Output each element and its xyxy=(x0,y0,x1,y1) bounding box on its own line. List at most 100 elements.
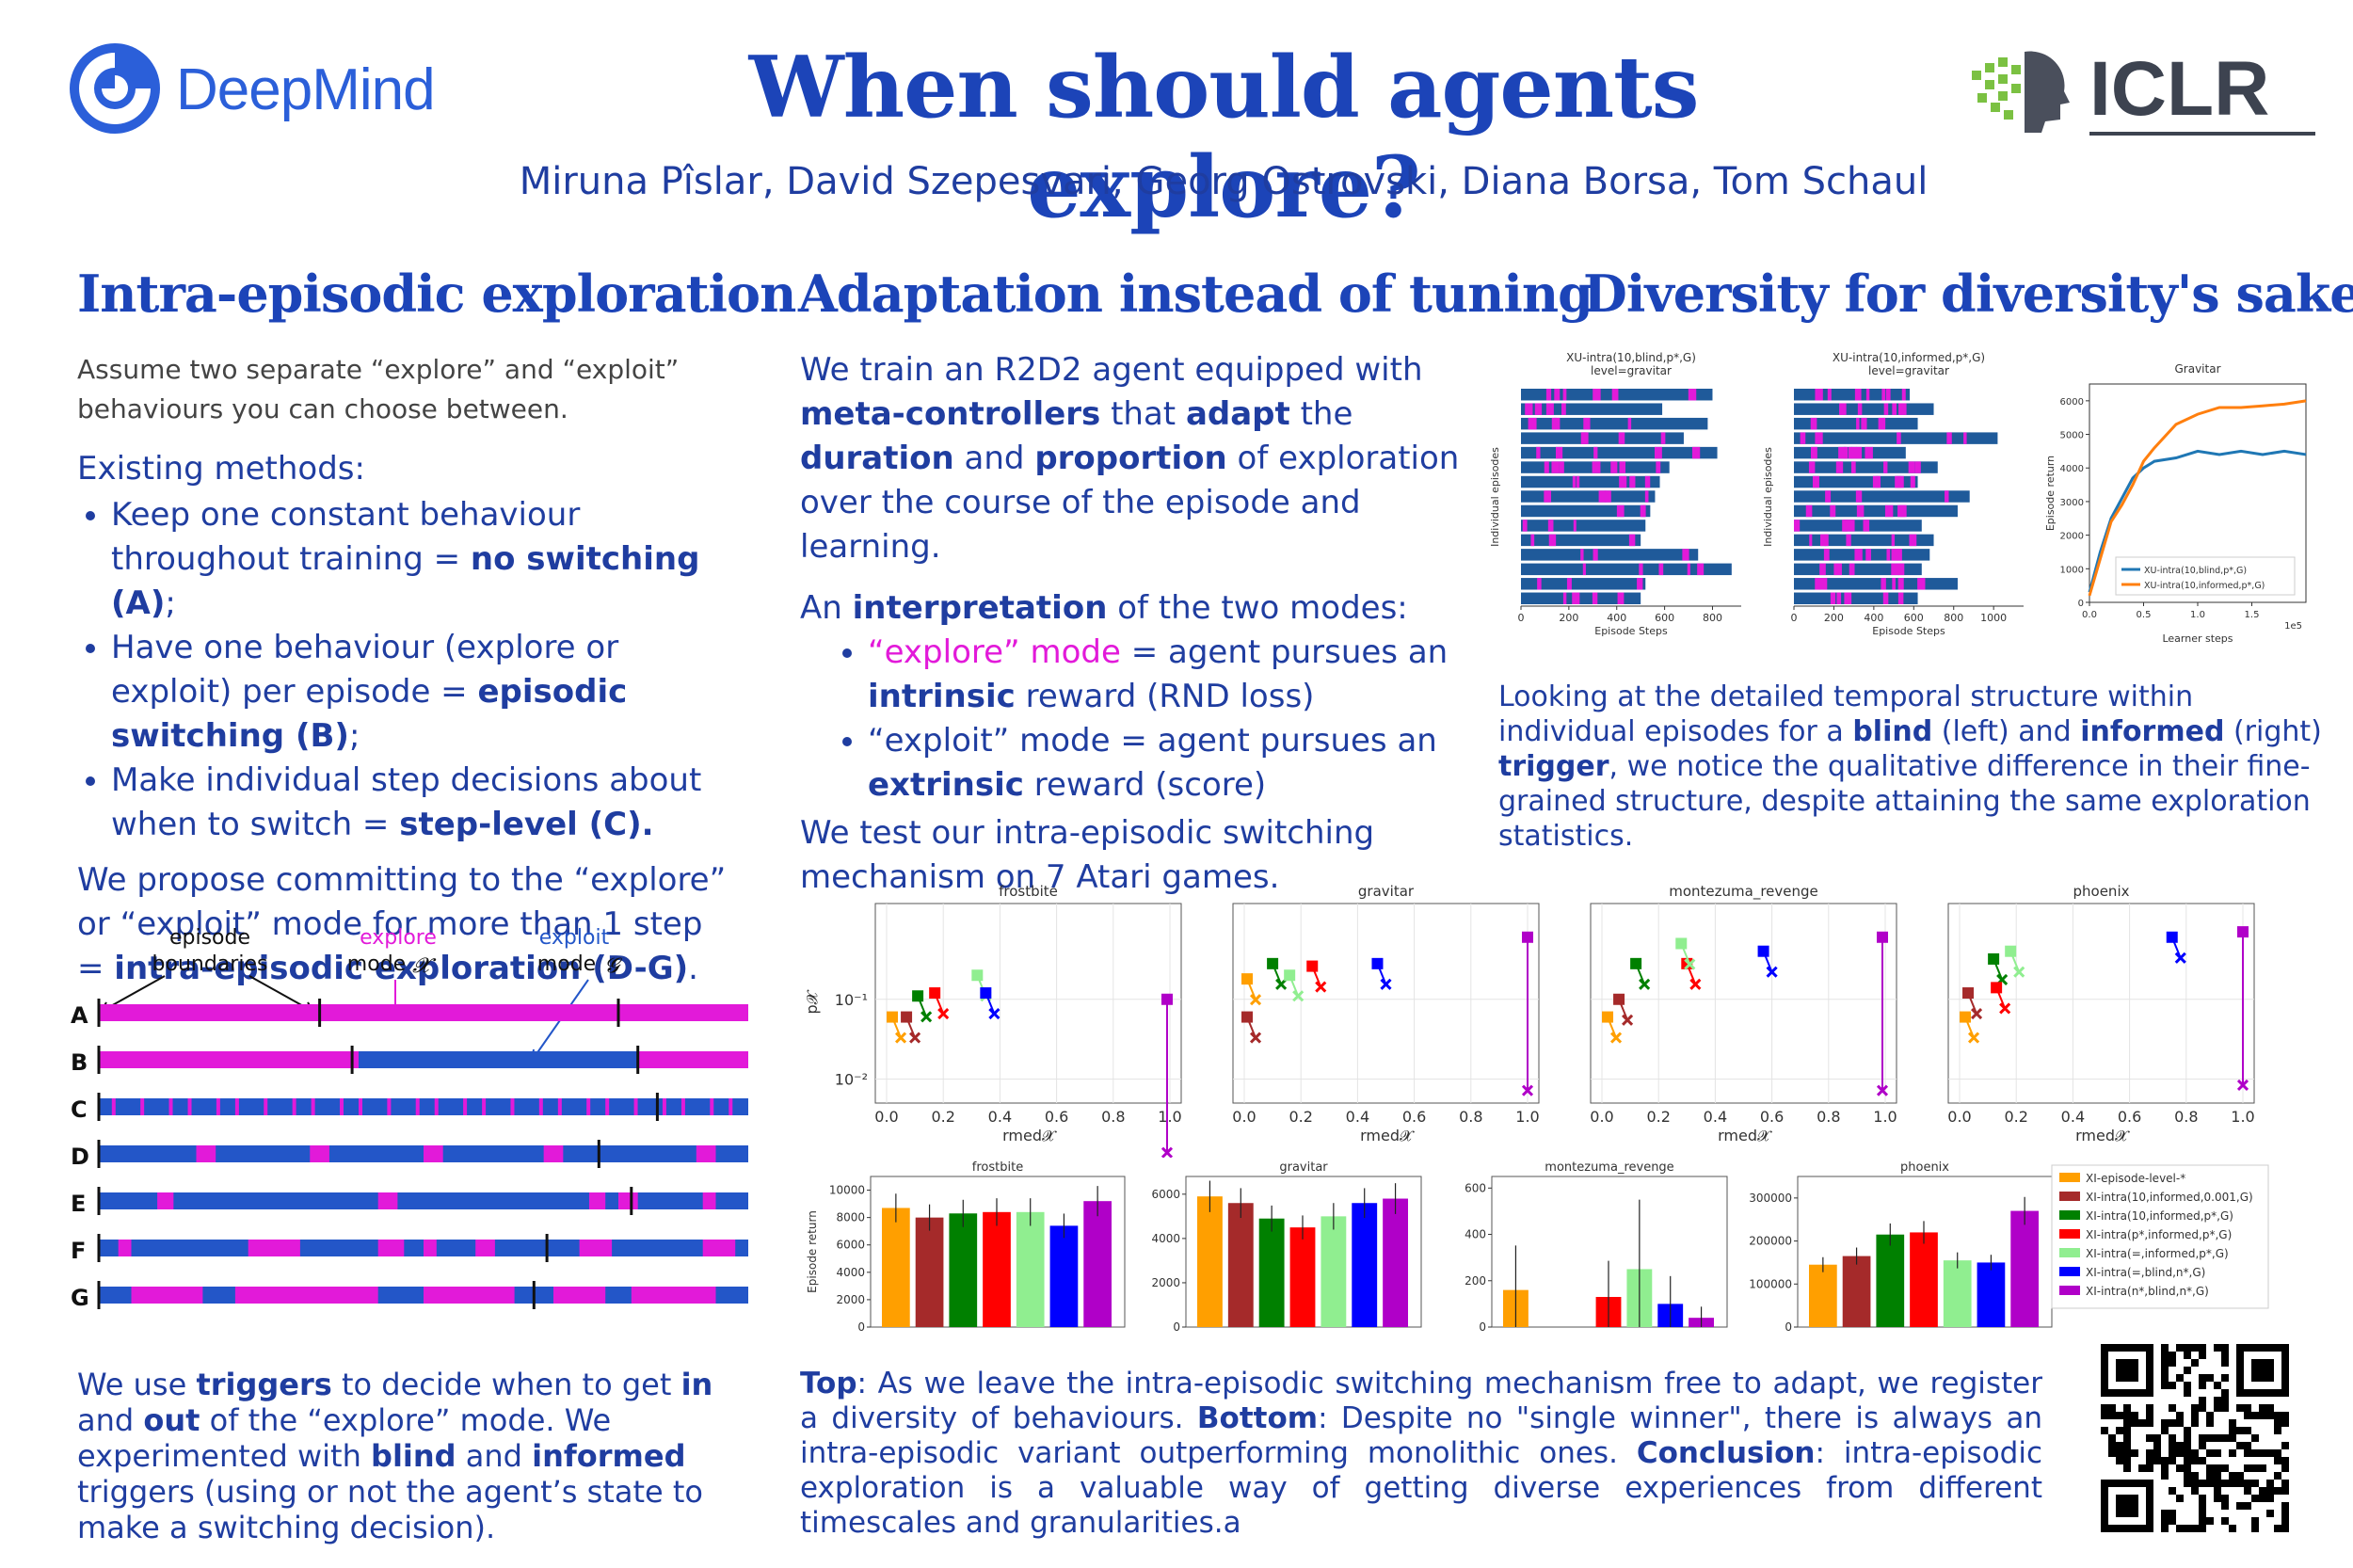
explore-segment xyxy=(633,1098,638,1115)
episode-row xyxy=(1794,563,1922,576)
explore-segment xyxy=(482,1098,487,1115)
interpretation-paragraph: An interpretation of the two modes: xyxy=(800,589,1408,627)
qr-module xyxy=(2184,1344,2191,1352)
explore-step xyxy=(1855,490,1863,503)
explore-segment xyxy=(579,1240,613,1256)
qr-module xyxy=(2281,1480,2289,1487)
qr-module xyxy=(2123,1412,2131,1419)
right-paragraph: Looking at the detailed temporal structu… xyxy=(1498,680,2322,853)
qr-module xyxy=(2146,1404,2153,1412)
qr-module xyxy=(2176,1495,2184,1502)
explore-segment xyxy=(475,1240,495,1256)
row-label: B xyxy=(71,1049,88,1076)
bar xyxy=(2010,1210,2039,1327)
explore-step xyxy=(1592,461,1601,473)
y-tick-label: 10⁻² xyxy=(835,1071,868,1089)
explore-step xyxy=(1872,475,1880,488)
cross-marker xyxy=(1967,1032,1980,1044)
qr-module xyxy=(2259,1449,2266,1457)
x-scale-label: 1e5 xyxy=(2284,621,2302,632)
qr-module xyxy=(2146,1457,2153,1464)
x-tick-label: 600 xyxy=(1904,612,1924,624)
qr-module xyxy=(2266,1510,2274,1517)
y-tick-label: 6000 xyxy=(836,1239,865,1252)
diagram-label-mode-g: mode xyxy=(537,952,596,976)
cross-marker xyxy=(1684,958,1696,970)
explore-step xyxy=(1861,417,1867,430)
y-tick-label: 1000 xyxy=(2060,565,2084,575)
panel-title: montezuma_revenge xyxy=(1545,1160,1673,1175)
cross-marker xyxy=(1999,1002,2011,1015)
y-axis-label: Individual episodes xyxy=(1489,447,1501,547)
qr-module xyxy=(2138,1464,2146,1472)
square-marker xyxy=(2005,945,2017,957)
explore-segment xyxy=(605,1098,610,1115)
qr-module xyxy=(2108,1412,2116,1419)
explore-segment xyxy=(111,1098,116,1115)
qr-module xyxy=(2116,1427,2123,1434)
y-tick-label: 4000 xyxy=(836,1266,865,1279)
explore-step xyxy=(1810,446,1817,459)
explore-step xyxy=(1580,432,1589,444)
explore-step xyxy=(1825,490,1832,503)
y-tick-label: 0 xyxy=(1479,1320,1486,1334)
qr-module xyxy=(2274,1472,2281,1480)
qr-module xyxy=(2176,1442,2184,1449)
qr-module xyxy=(2281,1510,2289,1517)
qr-module xyxy=(2123,1442,2131,1449)
legend-swatch xyxy=(2059,1192,2080,1201)
explore-step xyxy=(1963,432,1967,444)
square-marker xyxy=(1241,1011,1254,1023)
qr-module xyxy=(2221,1434,2229,1442)
explore-step xyxy=(1534,403,1543,415)
qr-module xyxy=(2274,1427,2281,1434)
qr-module xyxy=(2199,1525,2206,1532)
x-tick-label: 0.4 xyxy=(988,1108,1012,1126)
explore-step xyxy=(1809,534,1813,547)
x-tick-label: 0.8 xyxy=(1459,1108,1482,1126)
explore-step xyxy=(1800,432,1806,444)
explore-step xyxy=(1914,461,1921,473)
qr-module xyxy=(2199,1457,2206,1464)
explore-segment xyxy=(538,1098,543,1115)
explore-step xyxy=(1619,461,1626,473)
bar xyxy=(983,1211,1011,1327)
panel-frame xyxy=(1590,903,1897,1104)
qr-module xyxy=(2199,1344,2206,1352)
qr-module xyxy=(2191,1449,2199,1457)
qr-module xyxy=(2184,1352,2191,1359)
square-marker xyxy=(1960,1011,1972,1023)
explore-step xyxy=(1562,389,1567,401)
qr-module xyxy=(2281,1517,2289,1525)
y-tick-label: 0 xyxy=(1173,1320,1180,1334)
qr-module xyxy=(2244,1427,2251,1434)
qr-code[interactable] xyxy=(2101,1344,2289,1532)
row-label: F xyxy=(71,1238,86,1264)
explore-step xyxy=(1849,520,1855,532)
y-tick-label: 2000 xyxy=(1151,1276,1180,1289)
explore-segment xyxy=(696,1145,716,1162)
explore-step xyxy=(1688,389,1692,401)
explore-step xyxy=(1598,490,1607,503)
x-tick-label: 0.2 xyxy=(2004,1108,2027,1126)
y-tick-label: 6000 xyxy=(1151,1188,1180,1201)
y-tick-label: 3000 xyxy=(2060,498,2084,508)
explore-segment xyxy=(339,1098,344,1115)
qr-module xyxy=(2251,1495,2259,1502)
qr-module xyxy=(2244,1487,2251,1495)
qr-module xyxy=(2191,1472,2199,1480)
qr-module xyxy=(2206,1374,2214,1382)
explore-step xyxy=(1805,504,1813,518)
episode-bar xyxy=(99,1192,748,1209)
legend-swatch xyxy=(2059,1286,2080,1295)
legend-swatch xyxy=(2059,1267,2080,1276)
explore-step xyxy=(1815,432,1823,444)
explore-step xyxy=(1850,446,1857,459)
qr-module xyxy=(2169,1510,2176,1517)
qr-module xyxy=(2236,1427,2244,1434)
page-title: When should agents explore? xyxy=(748,38,1700,237)
explore-step xyxy=(1525,403,1533,415)
explore-step xyxy=(1856,446,1863,459)
qr-module xyxy=(2169,1359,2176,1367)
qr-module xyxy=(2199,1442,2206,1449)
